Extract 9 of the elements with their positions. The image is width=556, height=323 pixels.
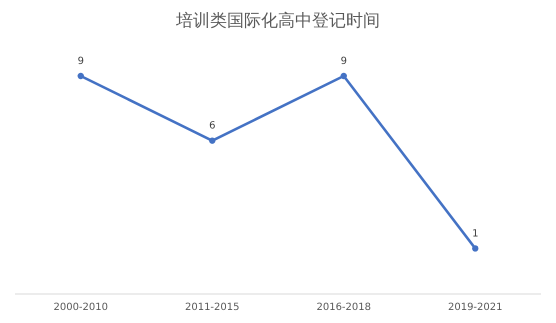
x-tick-label: 2019-2021 — [448, 302, 503, 313]
data-label: 6 — [209, 120, 216, 132]
data-label: 9 — [78, 56, 84, 67]
x-tick-label: 2016-2018 — [316, 302, 372, 313]
chart-title: 培训类国际化高中登记时间 — [175, 11, 380, 31]
data-label: 9 — [340, 56, 347, 67]
x-tick-label: 2011-2015 — [184, 302, 240, 313]
x-tick-label: 2000-2010 — [53, 302, 108, 313]
data-label: 1 — [472, 228, 478, 240]
